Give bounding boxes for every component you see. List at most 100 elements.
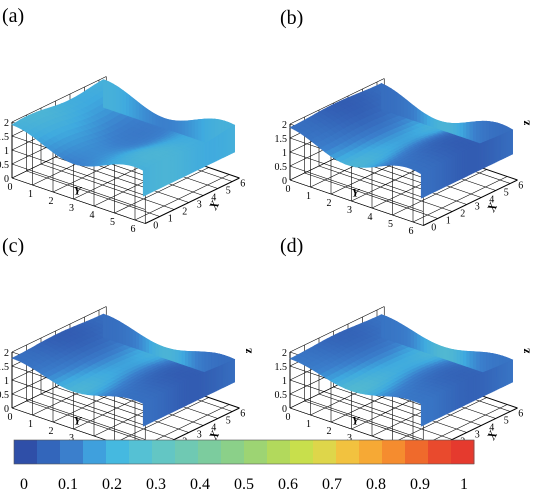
colorbar-swatch <box>152 440 176 464</box>
surface-skirt <box>195 146 199 172</box>
surface-skirt <box>384 84 389 112</box>
surface-skirt <box>194 119 199 141</box>
colorbar-swatch <box>382 440 406 464</box>
surface-skirt <box>400 323 405 346</box>
z-tick-label: 0.5 <box>0 160 9 171</box>
z-tick-label: 1.5 <box>0 362 9 373</box>
surface-skirt <box>429 397 433 423</box>
x-tick-label: 6 <box>518 409 523 420</box>
surface-skirt <box>171 120 176 133</box>
x-tick-label: 1 <box>168 214 173 225</box>
surface-skirt <box>387 316 392 342</box>
surface-skirt <box>161 158 165 188</box>
surface-skirt <box>188 351 193 368</box>
surface-skirt <box>493 136 497 164</box>
y-tick-label: 5 <box>110 217 115 228</box>
surface-skirt <box>165 157 169 186</box>
surface-skirt <box>184 379 187 407</box>
surface-skirt <box>423 112 428 126</box>
surface-skirt <box>443 159 447 188</box>
surface-skirt <box>480 372 484 398</box>
surface-skirt <box>174 384 178 412</box>
surface-skirt <box>145 400 149 426</box>
surface-skirt <box>188 377 192 405</box>
surface-skirt <box>443 121 448 133</box>
grid-line <box>289 306 385 353</box>
surface-skirt <box>155 343 160 357</box>
surface-skirt <box>498 134 502 162</box>
colorbar-tick-label: 0.8 <box>366 476 386 493</box>
surface-skirt <box>450 386 454 413</box>
surface-skirt <box>420 402 424 427</box>
surface-skirt <box>445 388 449 415</box>
surface-skirt <box>170 155 174 184</box>
y-tick-label: 0 <box>286 184 291 195</box>
y-tick-label: 3 <box>347 205 352 216</box>
colorbar-swatch <box>359 440 383 464</box>
surface-skirt <box>112 83 117 113</box>
surface-skirt <box>433 342 438 357</box>
z-tick-label: 1.5 <box>275 134 288 145</box>
z-tick-label: 2 <box>282 348 287 359</box>
surface-skirt <box>177 153 180 181</box>
surface-skirt <box>426 114 431 127</box>
surface-skirt <box>158 393 162 419</box>
surface-skirt <box>202 143 206 168</box>
z-tick-label: 1.5 <box>0 132 9 143</box>
surface-skirt <box>168 348 173 362</box>
surface-skirt <box>152 341 157 356</box>
grid-line <box>423 179 518 226</box>
surface-skirt <box>489 368 493 394</box>
colorbar-swatch <box>198 440 222 464</box>
y-tick-label: 4 <box>90 210 95 221</box>
y-tick-label: 3 <box>69 433 74 444</box>
x-tick-label: 4 <box>489 195 494 206</box>
surface-skirt <box>455 153 459 183</box>
z-tick-label: 1 <box>282 148 287 159</box>
y-tick-label: 0 <box>286 412 291 423</box>
surface-skirt <box>464 379 468 406</box>
colorbar-tick-label: 0.9 <box>410 476 430 493</box>
surface-skirt <box>423 171 427 198</box>
surface-skirt <box>459 350 464 366</box>
surface-skirt <box>206 369 210 396</box>
surface-skirt <box>475 144 479 173</box>
grid-line <box>392 397 487 444</box>
surface-skirt <box>476 351 481 372</box>
surface-skirt <box>209 368 212 395</box>
surface-skirt <box>456 349 461 365</box>
surface-skirt <box>381 82 385 111</box>
colorbar-swatch <box>83 440 107 464</box>
surface-skirt <box>432 166 436 194</box>
y-tick-label: 4 <box>368 212 373 223</box>
y-tick-label: 3 <box>69 203 74 214</box>
surface-skirt <box>232 124 235 154</box>
z-tick-label: 2 <box>282 120 287 131</box>
surface-skirt <box>500 133 504 161</box>
surface-skirt <box>426 339 431 355</box>
colorbar-tick-label: 0.5 <box>234 476 254 493</box>
surface-skirt <box>195 374 199 402</box>
surface-skirt <box>390 88 395 115</box>
x-tick-label: 6 <box>240 179 245 190</box>
grid-line <box>26 400 160 447</box>
z-tick-label: 0 <box>4 174 9 185</box>
z-axis-label: z <box>519 119 533 125</box>
surface-skirt <box>184 151 187 177</box>
surface-skirt <box>165 118 170 131</box>
surface-skirt <box>449 122 454 135</box>
surface-skirt <box>181 381 185 408</box>
z-tick-label: 0 <box>282 176 287 187</box>
x-tick-label: 5 <box>226 416 231 427</box>
surface-skirt <box>116 85 121 114</box>
surface-skirt <box>109 316 114 342</box>
surface-skirt <box>129 327 134 348</box>
panel-label: (c) <box>2 235 24 257</box>
surface-skirt <box>158 344 163 358</box>
surface-skirt <box>439 392 443 418</box>
x-tick-label: 3 <box>475 202 480 213</box>
grid-line <box>289 78 385 125</box>
surface-skirt <box>390 318 395 343</box>
